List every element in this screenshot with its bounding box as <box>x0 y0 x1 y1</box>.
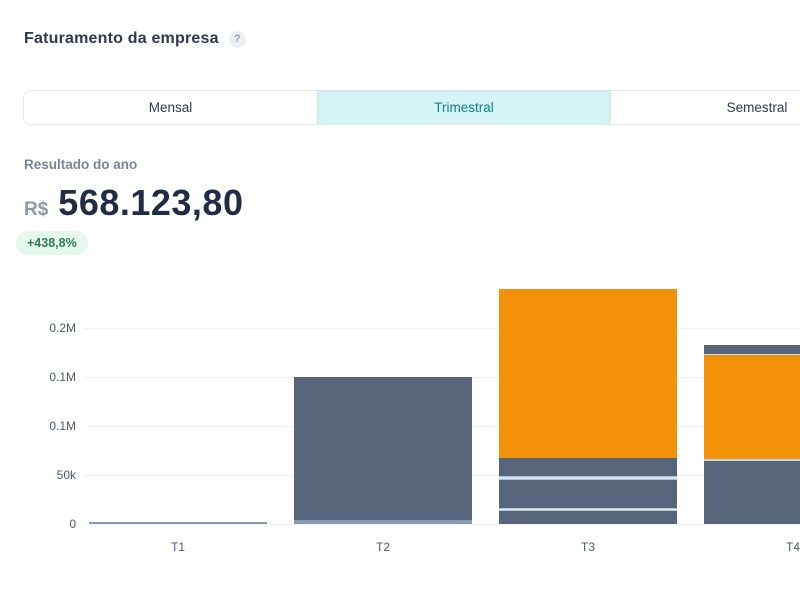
y-axis-tick-label: 0 <box>69 517 76 531</box>
summary-label: Resultado do ano <box>24 157 138 172</box>
gridline <box>84 524 800 525</box>
tab-trimestral[interactable]: Trimestral <box>317 91 610 124</box>
period-tabs: Mensal Trimestral Semestral <box>23 90 800 125</box>
summary-amount: R$ 568.123,80 <box>24 182 243 224</box>
help-icon[interactable]: ? <box>228 30 246 48</box>
x-axis-label: T2 <box>375 540 390 554</box>
bar-T2[interactable] <box>294 377 472 524</box>
bar-segment-slate <box>704 344 800 355</box>
y-axis-tick-label: 0.1M <box>49 419 76 433</box>
bar-segment-muted <box>89 521 267 524</box>
bar-segment-divider <box>704 459 800 462</box>
y-axis-tick-label: 50k <box>56 468 76 482</box>
bar-T4[interactable] <box>704 344 800 524</box>
bar-segment-divider <box>704 354 800 356</box>
y-axis-tick-label: 0.2M <box>49 321 76 335</box>
bar-T1[interactable] <box>89 521 267 524</box>
bar-segment-muted <box>294 520 472 524</box>
bar-segment-slate <box>499 479 677 509</box>
x-axis-label: T3 <box>580 540 595 554</box>
page-title: Faturamento da empresa <box>24 30 219 47</box>
bar-segment-orange <box>704 355 800 460</box>
tab-semestral[interactable]: Semestral <box>610 91 800 124</box>
bar-segment-slate <box>704 461 800 524</box>
bar-segment-slate <box>499 458 677 476</box>
bar-segment-slate <box>294 377 472 521</box>
stacked-bar-chart: 0 50k 0.1M 0.1M 0.2M T1 T2 T3 T4 <box>0 280 800 580</box>
panel-header: Faturamento da empresa ? <box>24 30 246 48</box>
bar-segment-divider <box>499 475 677 480</box>
bar-segment-orange <box>499 288 677 459</box>
x-axis-label: T1 <box>170 540 185 554</box>
change-badge: +438,8% <box>16 231 88 255</box>
bar-T3[interactable] <box>499 288 677 524</box>
y-axis-tick-label: 0.1M <box>49 370 76 384</box>
bar-segment-slate <box>499 511 677 524</box>
amount-value: 568.123,80 <box>58 182 244 223</box>
tab-mensal[interactable]: Mensal <box>24 91 317 124</box>
x-axis-label: T4 <box>785 540 800 554</box>
currency-symbol: R$ <box>24 199 49 220</box>
gridline <box>84 328 800 329</box>
bar-segment-divider <box>499 508 677 512</box>
